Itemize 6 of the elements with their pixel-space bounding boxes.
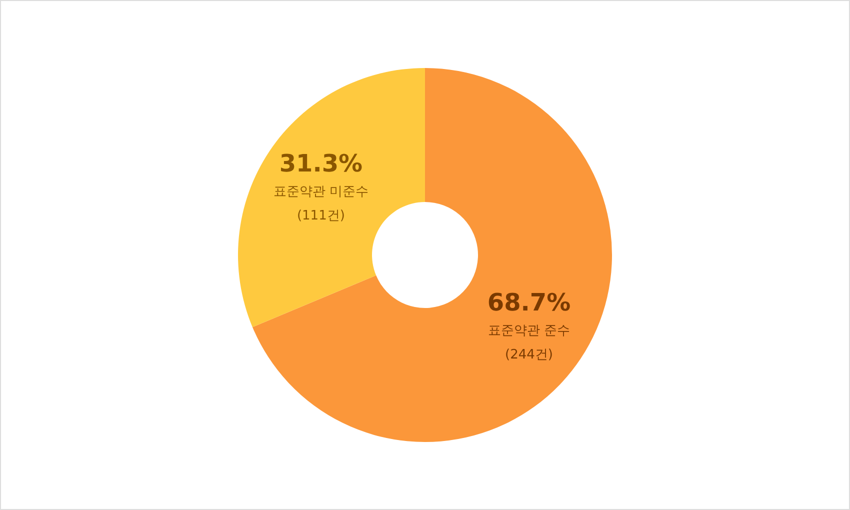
text: (111건)	[296, 208, 345, 224]
slice-label: 표준약관 준수	[488, 323, 570, 338]
data-label: 68.7%	[487, 288, 571, 316]
data-label: 31.3%	[279, 150, 363, 178]
slice-label: 표준약관 미준수	[273, 184, 369, 200]
text: (244건)	[505, 347, 554, 362]
